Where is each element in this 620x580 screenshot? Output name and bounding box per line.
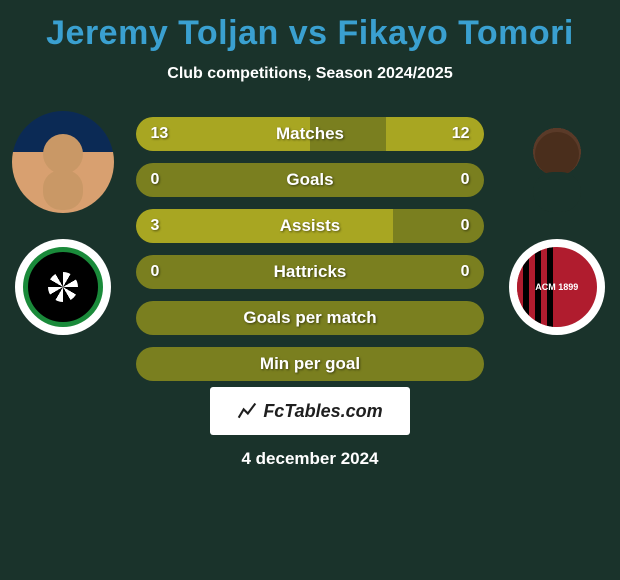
comparison-area: Matches1312Goals00Assists30Hattricks00Go…	[8, 111, 612, 381]
chart-line-icon	[237, 401, 257, 421]
player-right-club-badge: ACM 1899	[509, 239, 605, 335]
stat-label: Matches	[136, 117, 483, 151]
player-left-avatar	[12, 111, 114, 213]
stat-bars: Matches1312Goals00Assists30Hattricks00Go…	[136, 111, 483, 381]
stat-bar: Hattricks0 0	[136, 255, 483, 289]
stat-value-right: 12	[438, 117, 484, 151]
stat-bar: Min per goal	[136, 347, 483, 381]
stat-bar: Goals0 0	[136, 163, 483, 197]
stat-bar: Assists3 0	[136, 209, 483, 243]
avatar-placeholder-icon	[13, 112, 113, 212]
stat-label: Min per goal	[136, 347, 483, 381]
sassuolo-badge-icon	[23, 247, 103, 327]
title-player-right: Fikayo Tomori	[338, 14, 574, 52]
stat-label: Goals	[136, 163, 483, 197]
player-right-avatar	[506, 111, 608, 213]
stat-value-right: 0	[447, 255, 484, 289]
stat-value-right: 0	[447, 163, 484, 197]
comparison-title: Jeremy Toljan vs Fikayo Tomori	[8, 14, 612, 53]
title-player-left: Jeremy Toljan	[46, 14, 279, 52]
stat-label: Goals per match	[136, 301, 483, 335]
stat-value-left: 0	[136, 255, 173, 289]
stat-value-right: 0	[447, 209, 484, 243]
stat-value-left: 3	[136, 209, 173, 243]
stat-value-left: 0	[136, 163, 173, 197]
club-badge-text: ACM 1899	[535, 282, 578, 292]
right-column: ACM 1899	[502, 111, 612, 335]
stat-value-left: 13	[136, 117, 182, 151]
avatar-placeholder-icon	[507, 112, 607, 212]
stat-bar: Matches13 12	[136, 117, 483, 151]
stat-label: Assists	[136, 209, 483, 243]
brand-text: FcTables.com	[263, 401, 382, 422]
left-column	[8, 111, 118, 335]
acmilan-badge-icon: ACM 1899	[517, 247, 597, 327]
subtitle: Club competitions, Season 2024/2025	[8, 65, 612, 83]
title-separator: vs	[289, 14, 328, 52]
brand-watermark: FcTables.com	[210, 387, 410, 435]
player-left-club-badge	[15, 239, 111, 335]
stat-label: Hattricks	[136, 255, 483, 289]
stat-bar: Goals per match	[136, 301, 483, 335]
date-text: 4 december 2024	[8, 449, 612, 469]
